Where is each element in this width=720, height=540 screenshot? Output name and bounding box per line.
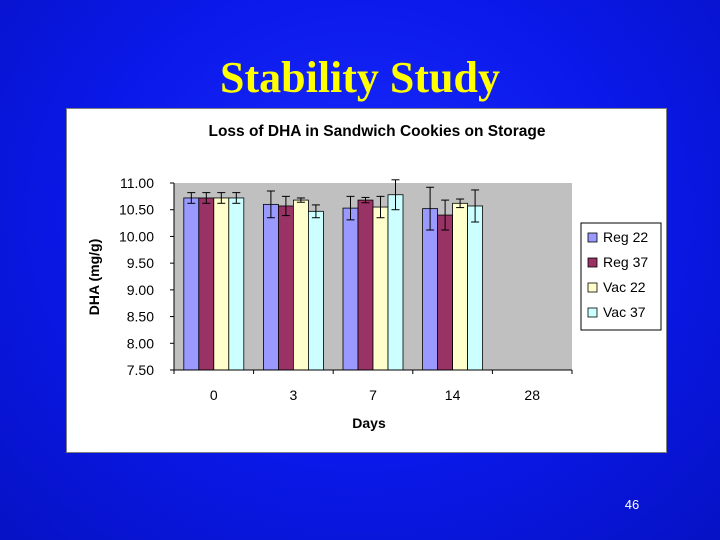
bar-vac-37-day-3 (307, 210, 324, 371)
x-tick-label: 28 (524, 387, 540, 403)
y-tick-label: 10.50 (119, 202, 154, 218)
bar-vac-22-day-0 (213, 197, 230, 371)
bar-reg-37-day-14 (437, 214, 454, 371)
bar-reg-22-day-0 (183, 197, 200, 371)
legend-item-reg-37: Reg 37 (587, 254, 648, 270)
bar-vac-22-day-14 (452, 202, 469, 371)
error-bar-reg-37-day-3 (281, 195, 290, 217)
x-axis-label: Days (352, 415, 386, 431)
error-bar-reg-22-day-7 (346, 195, 355, 221)
bar-vac-37-day-0 (228, 197, 245, 371)
y-tick-label: 11.00 (120, 175, 154, 191)
bar-vac-22-day-7 (372, 206, 389, 371)
chart-title: Loss of DHA in Sandwich Cookies on Stora… (208, 123, 545, 140)
error-bar-vac-22-day-14 (456, 198, 465, 209)
error-bar-reg-22-day-3 (266, 190, 275, 219)
y-axis-label: DHA (mg/g) (86, 239, 102, 315)
slide-title: Stability Study (220, 53, 500, 102)
error-bar-vac-37-day-14 (471, 189, 480, 223)
error-bar-vac-37-day-7 (391, 179, 400, 211)
legend: Reg 22 Reg 37 Vac 22 Vac 37 (580, 222, 662, 331)
error-bar-reg-37-day-0 (202, 192, 211, 204)
y-tick-label: 9.50 (127, 255, 154, 271)
legend-label: Reg 22 (603, 229, 648, 245)
legend-label: Reg 37 (603, 254, 648, 270)
error-bar-vac-37-day-0 (232, 192, 241, 204)
bar-reg-22-day-7 (342, 207, 359, 371)
legend-swatch (587, 307, 598, 318)
error-bar-vac-22-day-7 (376, 195, 385, 219)
error-bars-group (187, 179, 480, 231)
bars-group (183, 194, 484, 371)
y-tick-label: 9.00 (127, 282, 154, 298)
error-bar-reg-22-day-14 (426, 186, 435, 231)
bar-reg-22-day-3 (262, 203, 279, 371)
bar-reg-37-day-0 (198, 197, 215, 371)
bar-vac-37-day-14 (467, 205, 484, 371)
y-tick-label: 7.50 (127, 362, 154, 378)
x-tick-label: 0 (210, 387, 218, 403)
error-bar-reg-22-day-0 (187, 192, 196, 204)
legend-label: Vac 37 (603, 304, 646, 320)
error-bar-reg-37-day-7 (361, 196, 370, 204)
bar-reg-37-day-3 (277, 205, 294, 371)
error-bar-vac-37-day-3 (311, 204, 320, 219)
bar-reg-22-day-14 (422, 208, 439, 371)
x-tick-label: 7 (369, 387, 377, 403)
error-bar-vac-22-day-0 (217, 192, 226, 204)
axes-group: 11.00 10.50 10.00 9.50 9.00 8.50 8.00 7.50 0 3 7 14… (119, 175, 573, 403)
chart-panel: Loss of DHA in Sandwich Cookies on Stora… (66, 108, 667, 453)
legend-label: Vac 22 (603, 279, 646, 295)
legend-swatch (587, 257, 598, 268)
page-number: 46 (624, 497, 640, 512)
error-bar-reg-37-day-14 (441, 199, 450, 231)
legend-item-vac-22: Vac 22 (587, 279, 646, 295)
x-tick-label: 14 (445, 387, 461, 403)
bar-reg-37-day-7 (357, 199, 374, 371)
legend-item-vac-37: Vac 37 (587, 304, 646, 320)
chart: Loss of DHA in Sandwich Cookies on Stora… (86, 123, 662, 431)
legend-swatch (587, 232, 598, 243)
bar-vac-22-day-3 (292, 199, 309, 371)
y-tick-label: 8.00 (127, 335, 154, 351)
y-tick-label: 10.00 (119, 228, 154, 244)
legend-swatch (587, 282, 598, 293)
y-tick-label: 8.50 (127, 309, 154, 325)
error-bar-vac-22-day-3 (296, 197, 305, 203)
bar-vac-37-day-7 (387, 194, 404, 371)
legend-item-reg-22: Reg 22 (587, 229, 648, 245)
x-tick-label: 3 (290, 387, 298, 403)
